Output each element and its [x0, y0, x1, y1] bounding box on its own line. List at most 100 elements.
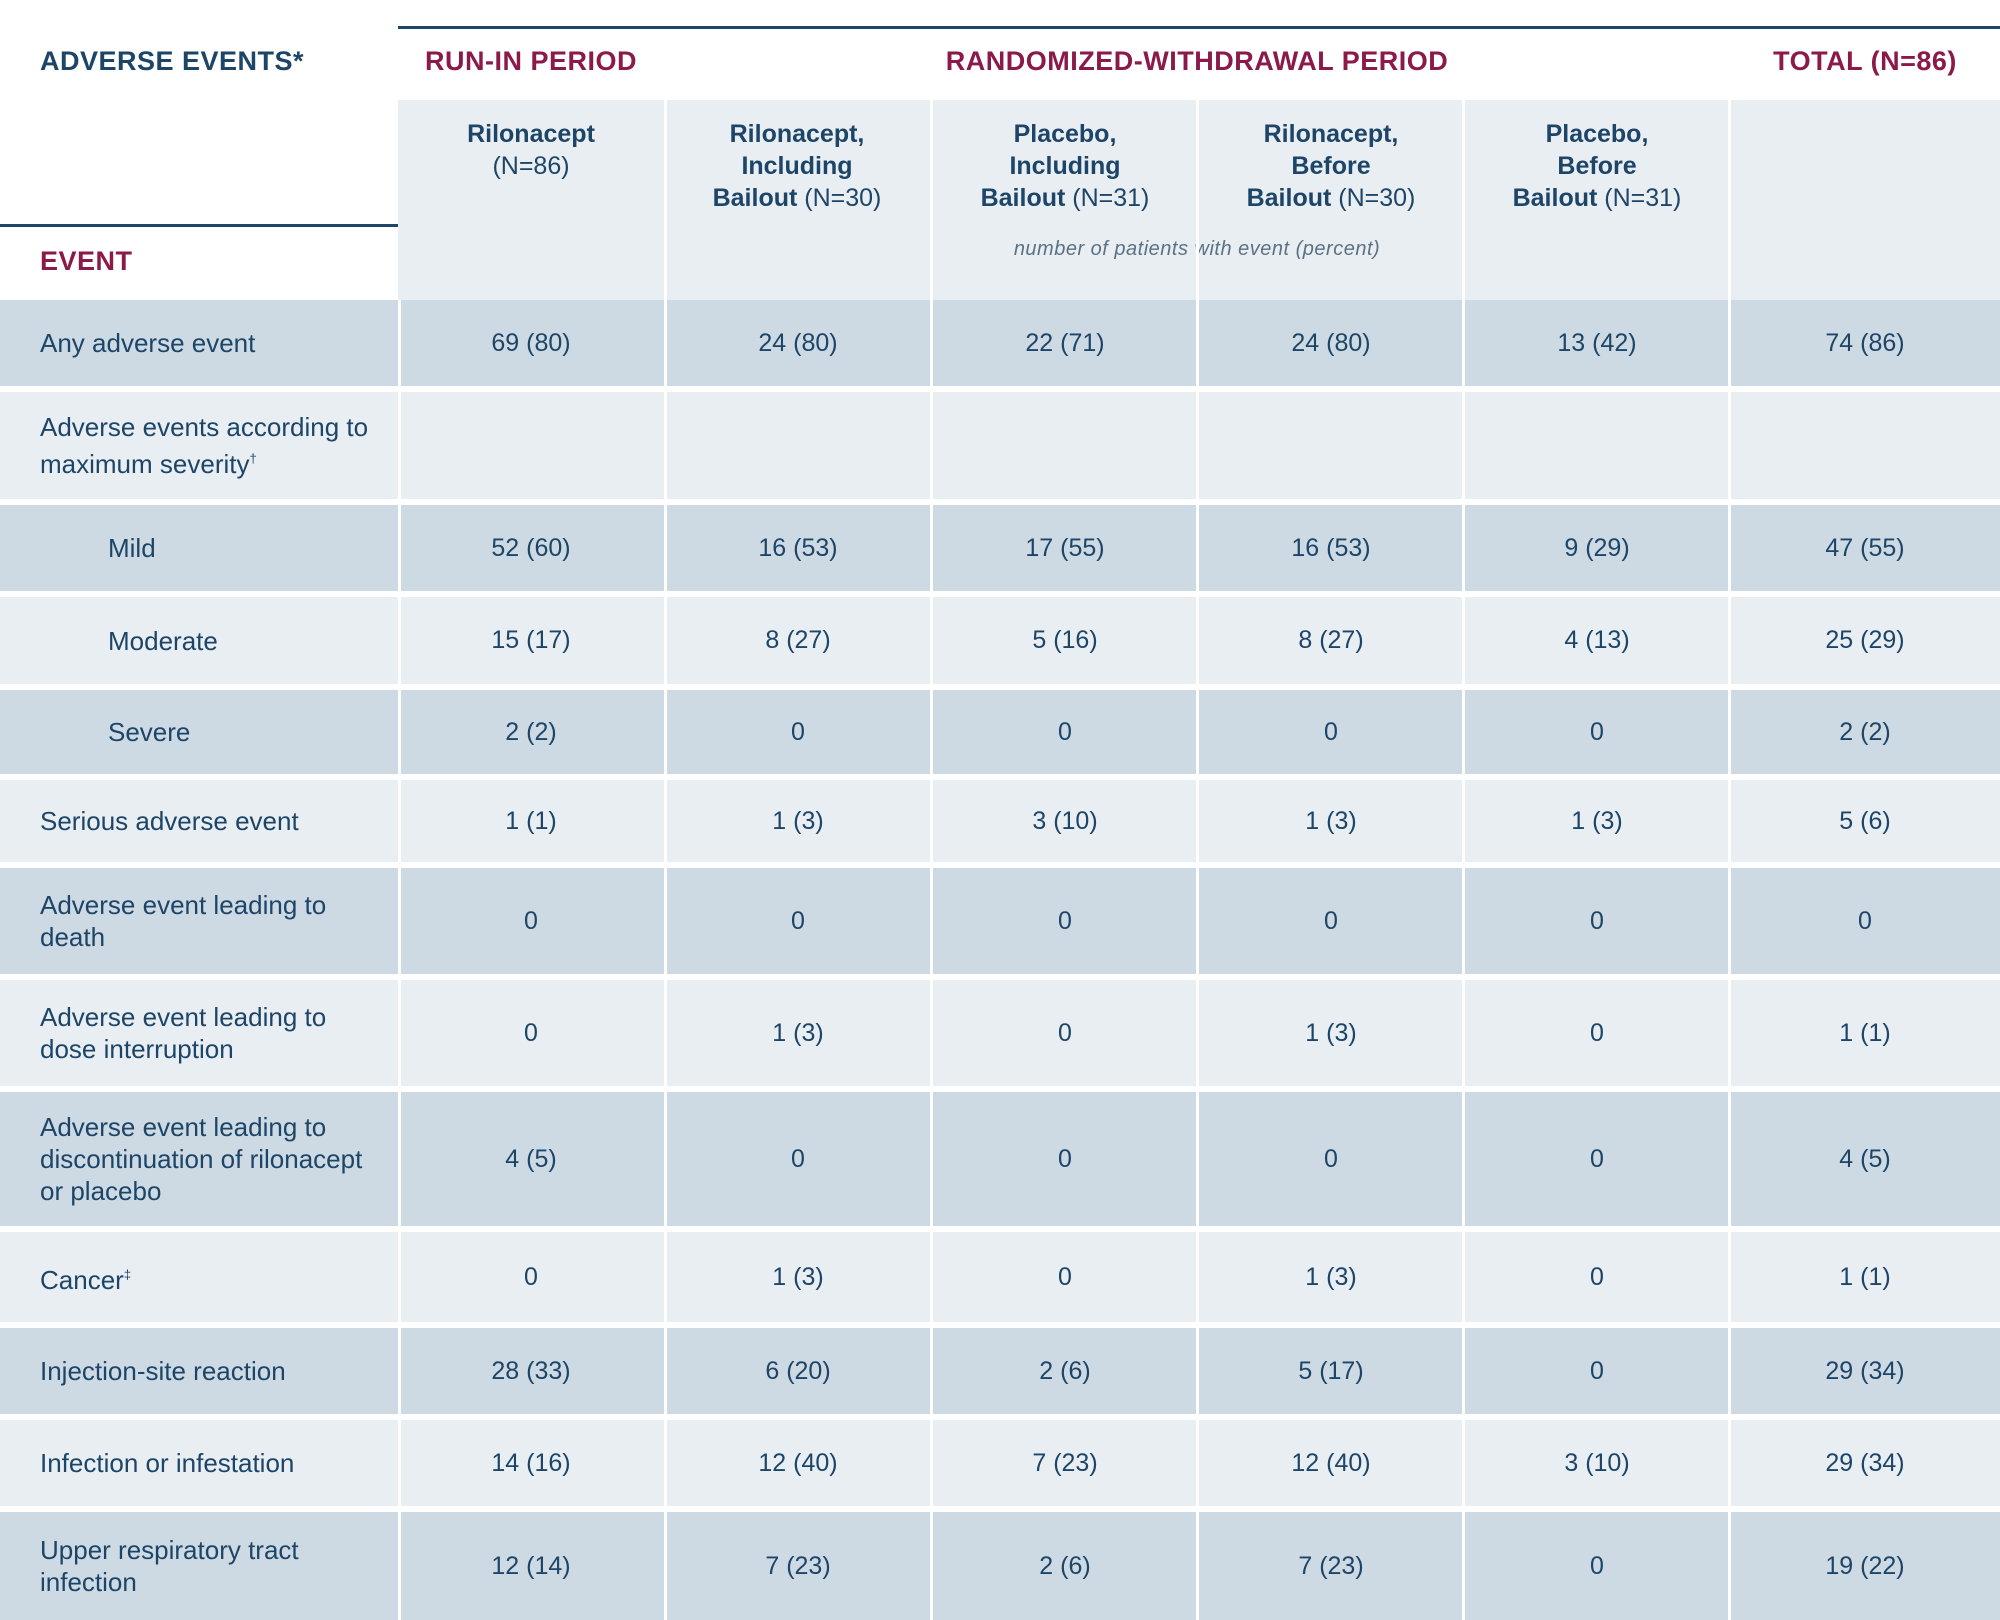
table-row	[0, 1512, 2000, 1620]
row-divider	[0, 1086, 2000, 1092]
table-cell: 5 (16)	[1032, 626, 1098, 654]
row-label: Injection-site reaction	[40, 1328, 380, 1414]
table-cell: 0	[1058, 1262, 1072, 1291]
table-cell: 1 (3)	[1305, 806, 1357, 835]
table-cell: 14 (16)	[491, 1448, 571, 1477]
table-cell: 29 (34)	[1825, 1448, 1905, 1477]
table-cell: 7 (23)	[1032, 1448, 1098, 1477]
table-row	[0, 300, 2000, 386]
table-cell: 74 (86)	[1825, 328, 1905, 357]
table-cell: 22 (71)	[1025, 328, 1105, 357]
col-head-placebo-before: Placebo, Before Bailout (N=31)	[1512, 120, 1682, 212]
table-cell: 0	[1058, 717, 1072, 746]
table-cell: 1 (1)	[1839, 1018, 1891, 1047]
row-divider	[0, 684, 2000, 690]
row-divider	[0, 1322, 2000, 1328]
table-cell: 2 (6)	[1039, 1551, 1091, 1580]
column-divider	[1462, 100, 1465, 1620]
table-cell: 3 (10)	[1032, 806, 1098, 835]
row-label-text: Adverse events according to maximum seve…	[40, 412, 369, 479]
row-label-text: Infection or infestation	[40, 1448, 295, 1478]
table-cell: 12 (40)	[1291, 1448, 1371, 1477]
table-cell: 52 (60)	[491, 533, 571, 562]
row-label: Cancer‡	[40, 1232, 380, 1322]
table-cell: 1 (1)	[1839, 1262, 1891, 1291]
table-cell	[1464, 392, 1730, 499]
row-label-text: Injection-site reaction	[40, 1356, 286, 1386]
row-label-bg	[0, 980, 398, 1086]
col-head-rilonacept-incl: Rilonacept, Including Bailout (N=30)	[712, 120, 882, 212]
table-cell: 1 (1)	[505, 806, 557, 835]
table-cell: 0	[1058, 906, 1072, 935]
row-label: Mild	[108, 505, 388, 591]
column-divider	[398, 300, 401, 1620]
row-divider	[0, 1226, 2000, 1232]
table-cell: 7 (23)	[1298, 1551, 1364, 1580]
table-cell: 16 (53)	[758, 533, 838, 562]
table-cell: 8 (27)	[765, 626, 831, 654]
table-cell: 5 (6)	[1839, 806, 1891, 835]
table-cell: 0	[524, 1262, 538, 1291]
table-cell: 47 (55)	[1825, 533, 1905, 562]
table-cell: 0	[791, 906, 805, 935]
rw-title: RANDOMIZED-WITHDRAWAL PERIOD	[945, 46, 1449, 76]
column-divider	[1196, 100, 1199, 1620]
table-cell: 16 (53)	[1291, 533, 1371, 562]
column-divider	[664, 100, 667, 1620]
row-divider	[0, 1414, 2000, 1420]
table-cell: 2 (2)	[1839, 717, 1891, 746]
row-divider	[0, 974, 2000, 980]
row-label-bg	[0, 597, 398, 684]
row-label-bg	[0, 780, 398, 862]
table-cell: 1 (3)	[1305, 1262, 1357, 1291]
table-cell: 13 (42)	[1557, 328, 1637, 357]
row-label-text: Adverse event leading to death	[40, 890, 327, 952]
row-label-bg	[0, 392, 398, 499]
table-cell: 1 (3)	[772, 1262, 824, 1291]
row-label-text: Upper respiratory tract infection	[40, 1535, 299, 1597]
table-row	[0, 868, 2000, 974]
footnote-mark: ‡	[123, 1266, 132, 1282]
table-cell: 0	[1858, 906, 1872, 935]
table-cell: 69 (80)	[491, 328, 571, 357]
table-cell: 6 (20)	[765, 1356, 831, 1385]
row-label: Adverse event leading to discontinuation…	[40, 1092, 380, 1226]
row-label: Adverse event leading to dose interrupti…	[40, 980, 380, 1086]
table-cell: 24 (80)	[758, 328, 838, 357]
table-cell: 0	[1590, 1144, 1604, 1173]
top-rule	[398, 26, 2000, 29]
row-label-bg	[0, 1420, 398, 1506]
row-divider	[0, 774, 2000, 780]
column-divider	[1728, 100, 1731, 1620]
corner-rule	[0, 224, 398, 227]
table-cell: 0	[1590, 1356, 1604, 1385]
table-cell: 0	[1324, 906, 1338, 935]
row-divider	[0, 1506, 2000, 1512]
row-label: Upper respiratory tract infection	[40, 1512, 380, 1620]
corner-title: ADVERSE EVENTS*	[40, 46, 305, 76]
table-cell: 28 (33)	[491, 1356, 571, 1385]
table-cell	[398, 392, 664, 499]
table-row	[0, 505, 2000, 591]
total-title: TOTAL (N=86)	[1773, 46, 1957, 76]
table-cell: 0	[1590, 1262, 1604, 1291]
table-cell: 15 (17)	[491, 626, 571, 654]
row-label-text: Adverse event leading to dose interrupti…	[40, 1002, 327, 1064]
table-cell: 0	[1590, 1551, 1604, 1580]
table-cell: 1 (3)	[1571, 806, 1623, 835]
runin-title: RUN-IN PERIOD	[424, 46, 637, 76]
row-label-bg	[0, 1232, 398, 1322]
table-cell: 12 (40)	[758, 1448, 838, 1477]
table-cell: 0	[791, 717, 805, 746]
corner-area	[0, 0, 398, 300]
table-cell: 17 (55)	[1025, 533, 1105, 562]
row-label-text: Moderate	[108, 625, 218, 656]
table-cell: 1 (3)	[772, 806, 824, 835]
table-cell: 0	[1590, 1018, 1604, 1047]
row-label: Infection or infestation	[40, 1420, 380, 1506]
table-cell: 0	[1590, 717, 1604, 746]
table-cell: 4 (5)	[1839, 1144, 1891, 1173]
table-cell: 0	[524, 906, 538, 935]
table-cell	[932, 392, 1198, 499]
table-cell: 29 (34)	[1825, 1356, 1905, 1385]
